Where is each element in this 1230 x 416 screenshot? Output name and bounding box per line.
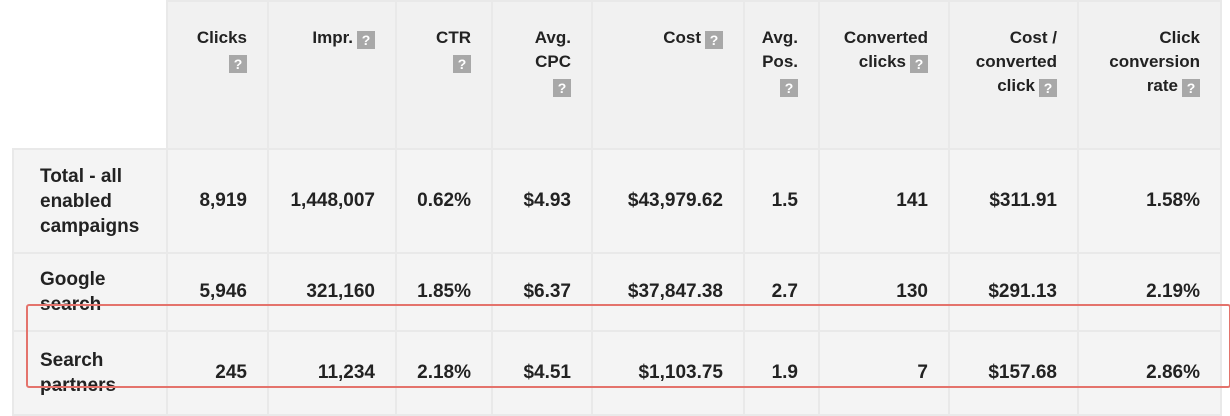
column-header-label: Pos. — [762, 52, 798, 71]
table-cell-avg-pos: 2.7 — [743, 252, 820, 332]
column-header-label: Clicks — [196, 28, 247, 47]
table-cell-avg-pos: 1.9 — [743, 330, 820, 416]
table-cell-ctr: 0.62% — [395, 148, 493, 254]
help-icon[interactable]: ? — [357, 31, 375, 49]
column-header-label: Avg. — [534, 28, 571, 47]
column-header-label: click — [997, 76, 1035, 95]
table-cell-clicks: 8,919 — [166, 148, 269, 254]
help-icon[interactable]: ? — [229, 55, 247, 73]
column-header-label: rate — [1146, 76, 1178, 95]
column-header-label: Click — [1159, 28, 1200, 47]
table-cell-cost-per-converted-click: $157.68 — [948, 330, 1079, 416]
table-cell-impr: 1,448,007 — [267, 148, 397, 254]
row-label-line: Google — [40, 269, 106, 290]
table-cell-avg-pos: 1.5 — [743, 148, 820, 254]
column-header-label: CPC — [535, 52, 571, 71]
row-label-line: Search — [40, 350, 104, 371]
stats-table-container: Clicks? Impr.? CTR? Avg. CPC? Cost? Avg. Pos.? C… — [12, 0, 1230, 416]
column-header-converted-clicks[interactable]: Converted clicks? — [818, 0, 950, 150]
table-cell-converted-clicks: 130 — [818, 252, 950, 332]
table-row: Google search 5,946 321,160 1.85% $6.37 $37,84… — [12, 252, 1222, 332]
help-icon[interactable]: ? — [705, 31, 723, 49]
help-icon[interactable]: ? — [780, 79, 798, 97]
column-header-label: conversion — [1109, 52, 1200, 71]
help-icon[interactable]: ? — [910, 55, 928, 73]
header-corner — [13, 1, 168, 150]
column-header-cost-per-converted-click[interactable]: Cost / converted click? — [948, 0, 1079, 150]
table-cell-avg-cpc: $4.93 — [491, 148, 593, 254]
network-stats-table: Clicks? Impr.? CTR? Avg. CPC? Cost? Avg. Pos.? C… — [12, 0, 1222, 416]
column-header-label: Cost / — [1009, 28, 1057, 47]
table-cell-avg-cpc: $6.37 — [491, 252, 593, 332]
table-cell-cost: $1,103.75 — [591, 330, 745, 416]
help-icon[interactable]: ? — [1182, 79, 1200, 97]
table-cell-converted-clicks: 141 — [818, 148, 950, 254]
row-label: Google search — [12, 252, 168, 332]
table-cell-avg-cpc: $4.51 — [491, 330, 593, 416]
column-header-ctr[interactable]: CTR? — [395, 0, 493, 150]
table-cell-click-conversion-rate: 2.19% — [1077, 252, 1222, 332]
table-cell-impr: 11,234 — [267, 330, 397, 416]
row-label-line: campaigns — [40, 215, 140, 237]
table-header-row: Clicks? Impr.? CTR? Avg. CPC? Cost? Avg. Pos.? C… — [13, 0, 1222, 150]
table-body: Total - all enabled campaigns 8,919 1,448,00… — [12, 148, 1222, 416]
column-header-label: CTR — [436, 28, 471, 47]
table-cell-clicks: 245 — [166, 330, 269, 416]
column-header-label: Cost — [663, 28, 701, 47]
table-cell-impr: 321,160 — [267, 252, 397, 332]
help-icon[interactable]: ? — [1039, 79, 1057, 97]
help-icon[interactable]: ? — [553, 79, 571, 97]
table-cell-cost: $43,979.62 — [591, 148, 745, 254]
row-label-line: enabled — [40, 190, 112, 212]
column-header-impr[interactable]: Impr.? — [267, 0, 397, 150]
column-header-label: Converted — [843, 28, 928, 47]
table-cell-cost-per-converted-click: $311.91 — [948, 148, 1079, 254]
row-label-line: partners — [40, 375, 117, 396]
column-header-avg-cpc[interactable]: Avg. CPC? — [491, 0, 593, 150]
column-header-label: Avg. — [761, 28, 798, 47]
column-header-label: converted — [975, 52, 1057, 71]
table-cell-ctr: 1.85% — [395, 252, 493, 332]
column-header-label: Impr. — [312, 28, 353, 47]
column-header-clicks[interactable]: Clicks? — [166, 0, 269, 150]
column-header-cost[interactable]: Cost? — [591, 0, 745, 150]
table-cell-click-conversion-rate: 2.86% — [1077, 330, 1222, 416]
row-label: Search partners — [12, 330, 168, 416]
row-label-line: Total - all — [40, 165, 122, 187]
row-label: Total - all enabled campaigns — [12, 148, 168, 254]
table-row: Search partners 245 11,234 2.18% $4.51 $1,103.… — [12, 330, 1222, 416]
table-cell-cost: $37,847.38 — [591, 252, 745, 332]
table-cell-cost-per-converted-click: $291.13 — [948, 252, 1079, 332]
table-cell-clicks: 5,946 — [166, 252, 269, 332]
help-icon[interactable]: ? — [453, 55, 471, 73]
table-cell-ctr: 2.18% — [395, 330, 493, 416]
column-header-click-conversion-rate[interactable]: Click conversion rate? — [1077, 0, 1222, 150]
column-header-label: clicks — [858, 52, 906, 71]
column-header-avg-pos[interactable]: Avg. Pos.? — [743, 0, 820, 150]
table-cell-click-conversion-rate: 1.58% — [1077, 148, 1222, 254]
table-cell-converted-clicks: 7 — [818, 330, 950, 416]
row-label-line: search — [40, 294, 102, 315]
table-row: Total - all enabled campaigns 8,919 1,448,00… — [12, 148, 1222, 254]
